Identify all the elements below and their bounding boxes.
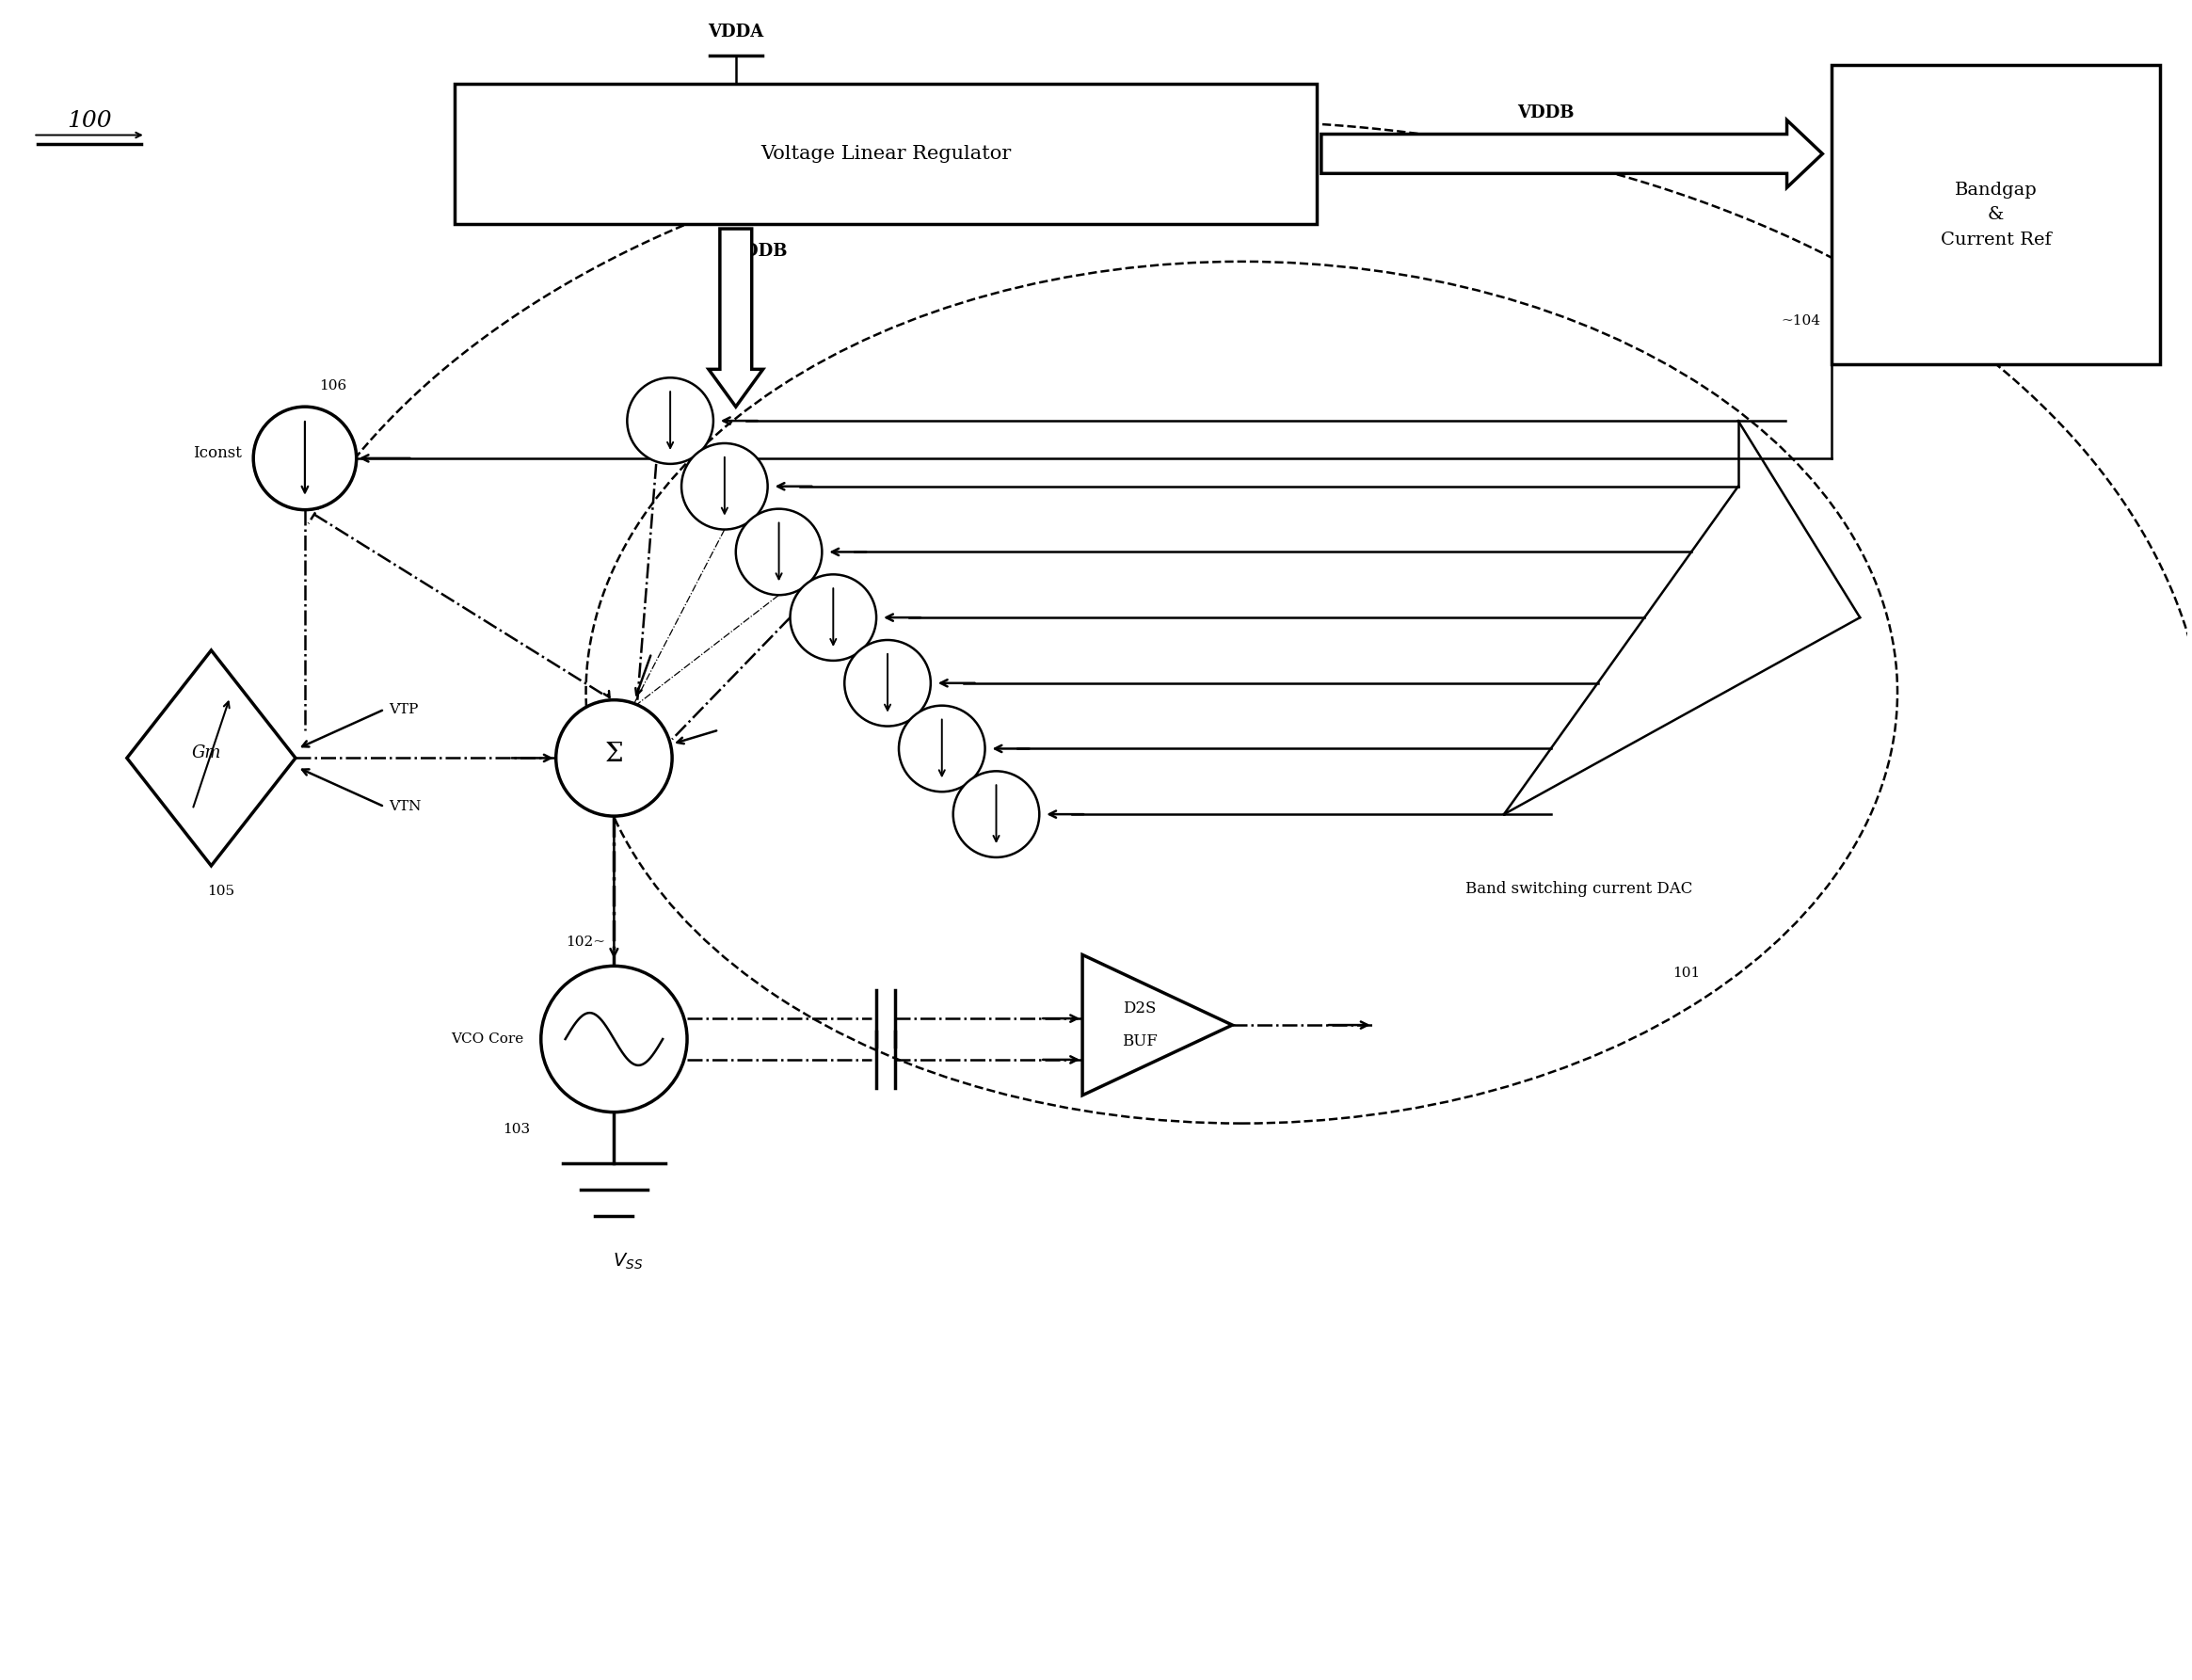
Text: VDDB: VDDB bbox=[1517, 104, 1574, 121]
Text: $V_{SS}$: $V_{SS}$ bbox=[614, 1252, 642, 1272]
Text: 100: 100 bbox=[68, 111, 112, 131]
Circle shape bbox=[954, 771, 1039, 857]
Text: 101: 101 bbox=[1672, 968, 1701, 979]
Polygon shape bbox=[1083, 954, 1232, 1095]
Polygon shape bbox=[127, 650, 296, 865]
Circle shape bbox=[627, 378, 712, 464]
Circle shape bbox=[789, 575, 877, 660]
Text: Voltage Linear Regulator: Voltage Linear Regulator bbox=[761, 144, 1011, 163]
Text: BUF: BUF bbox=[1122, 1033, 1157, 1050]
Text: 102~: 102~ bbox=[566, 936, 605, 949]
Text: 106: 106 bbox=[320, 380, 346, 393]
Text: VDDA: VDDA bbox=[708, 24, 763, 40]
Text: ~104: ~104 bbox=[1782, 314, 1822, 328]
Circle shape bbox=[844, 640, 932, 726]
Text: 105: 105 bbox=[206, 884, 235, 897]
Text: VCO Core: VCO Core bbox=[452, 1033, 524, 1045]
FancyArrow shape bbox=[708, 228, 763, 407]
Text: Band switching current DAC: Band switching current DAC bbox=[1464, 882, 1692, 897]
Text: Σ: Σ bbox=[605, 741, 623, 768]
Text: Gm: Gm bbox=[191, 744, 221, 761]
Circle shape bbox=[737, 509, 822, 595]
Text: VDDB: VDDB bbox=[730, 244, 787, 260]
Text: Bandgap
&
Current Ref: Bandgap & Current Ref bbox=[1940, 181, 2052, 249]
Bar bbox=[454, 84, 1317, 223]
FancyArrow shape bbox=[1322, 119, 1822, 188]
Text: D2S: D2S bbox=[1122, 1000, 1155, 1016]
Text: VTP: VTP bbox=[390, 702, 419, 716]
Circle shape bbox=[541, 966, 686, 1112]
Text: 103: 103 bbox=[502, 1122, 530, 1136]
Bar bbox=[1833, 66, 2159, 365]
Circle shape bbox=[557, 701, 673, 816]
Text: VTN: VTN bbox=[390, 800, 421, 813]
Text: Iconst: Iconst bbox=[193, 445, 241, 462]
Circle shape bbox=[899, 706, 984, 791]
Circle shape bbox=[682, 444, 767, 529]
Circle shape bbox=[254, 407, 357, 509]
